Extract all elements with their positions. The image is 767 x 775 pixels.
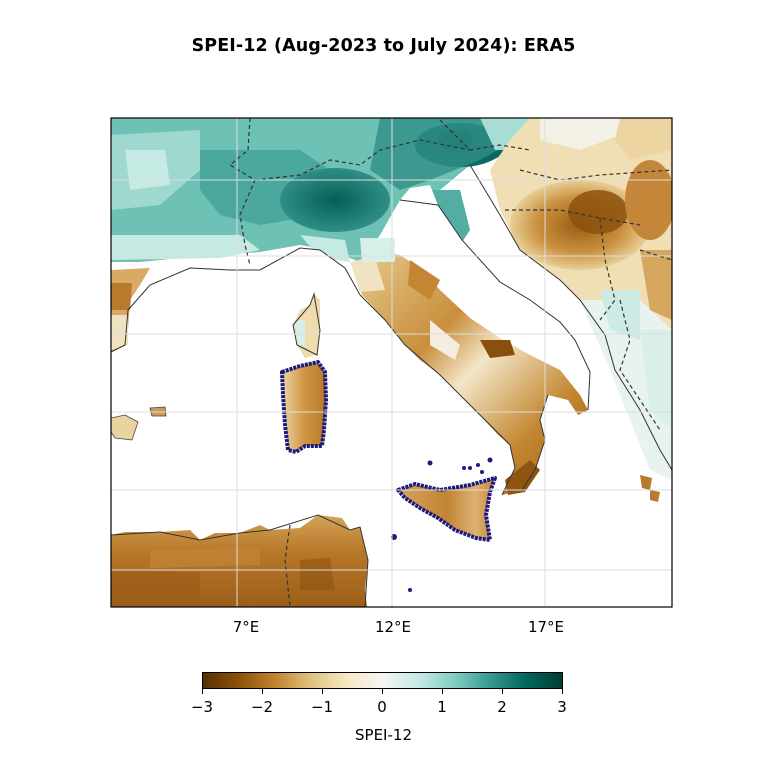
x-tick-label: 7°E (232, 618, 260, 636)
balkans-dry-region (490, 118, 672, 480)
sicily (396, 476, 497, 542)
colorbar-tick (202, 689, 203, 694)
adriatic-sea (400, 185, 590, 405)
colorbar-tick-label: 0 (377, 698, 387, 716)
colorbar-tick (322, 689, 323, 694)
x-tick-label: 17°E (527, 618, 565, 636)
colorbar-gradient (202, 672, 563, 689)
figure-title: SPEI-12 (Aug-2023 to July 2024): ERA5 (191, 36, 576, 56)
map-frame (110, 117, 673, 608)
balearic-islands (111, 414, 139, 441)
colorbar-tick (442, 689, 443, 694)
colorbar-tick-label: −2 (250, 698, 274, 716)
aeolian-islands (391, 457, 493, 592)
colorbar (202, 672, 563, 689)
colorbar-tick-label: −1 (310, 698, 334, 716)
colorbar-tick (502, 689, 503, 694)
colorbar-tick (562, 689, 563, 694)
colorbar-tick-label: 2 (497, 698, 507, 716)
map-plot-area (111, 118, 672, 607)
x-tick-label: 12°E (374, 618, 412, 636)
colorbar-tick-label: −3 (190, 698, 214, 716)
colorbar-label: SPEI-12 (355, 726, 412, 744)
colorbar-tick (382, 689, 383, 694)
gridlines (111, 118, 672, 607)
colorbar-tick-label: 1 (437, 698, 447, 716)
colorbar-tick-label: 3 (557, 698, 567, 716)
sardinia (280, 360, 328, 454)
colorbar-tick (262, 689, 263, 694)
